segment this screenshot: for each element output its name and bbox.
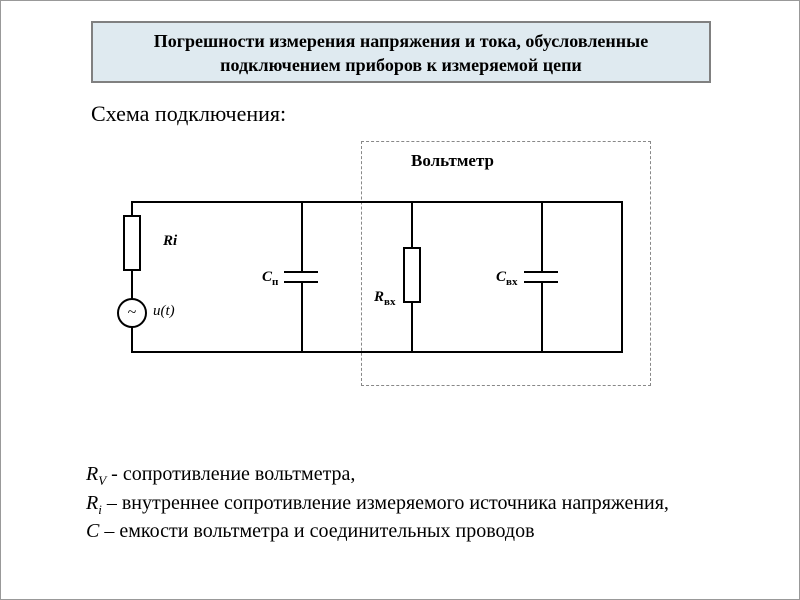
cp-label: Cп — [259, 269, 281, 288]
wire-left-mid — [131, 269, 133, 300]
cap-cp-top-plate — [284, 271, 318, 273]
wire-cp-top — [301, 201, 303, 271]
wire-cvx-top — [541, 201, 543, 271]
source-u-t-label: u(t) — [153, 303, 175, 320]
wire-cp-bot — [301, 283, 303, 353]
resistor-rvx — [403, 247, 421, 303]
wire-left-bottom — [131, 326, 133, 353]
cap-cvx-top-plate — [524, 271, 558, 273]
explain-line-3: C – емкости вольтметра и соединительных … — [66, 518, 746, 545]
wire-cvx-bot — [541, 283, 543, 353]
wire-rvx-top — [411, 201, 413, 249]
wire-rvx-bot — [411, 301, 413, 353]
rvx-label: Rвх — [371, 289, 398, 308]
explanation-block: RV - сопротивление вольтметра, Ri – внут… — [66, 461, 746, 545]
title-box: Погрешности измерения напряжения и тока,… — [91, 21, 711, 83]
wire-top — [131, 201, 621, 203]
resistor-ri — [123, 215, 141, 271]
voltmeter-label: Вольтметр — [411, 151, 494, 171]
page-title: Погрешности измерения напряжения и тока,… — [154, 31, 648, 75]
wire-left-top — [131, 201, 133, 217]
ac-source-icon: ~ — [117, 298, 147, 328]
wire-right — [621, 201, 623, 353]
subtitle: Схема подключения: — [91, 101, 286, 127]
cvx-label: Cвх — [496, 269, 517, 288]
explain-line-1: RV - сопротивление вольтметра, — [66, 461, 746, 490]
wire-bottom — [131, 351, 621, 353]
page: Погрешности измерения напряжения и тока,… — [0, 0, 800, 600]
explain-line-2: Ri – внутреннее сопротивление измеряемог… — [66, 490, 746, 519]
source-symbol: ~ — [128, 304, 137, 321]
ri-label: Ri — [163, 233, 177, 250]
circuit-diagram: Вольтметр ~ u(t) Ri Cп Rвх Cвх — [91, 141, 691, 401]
